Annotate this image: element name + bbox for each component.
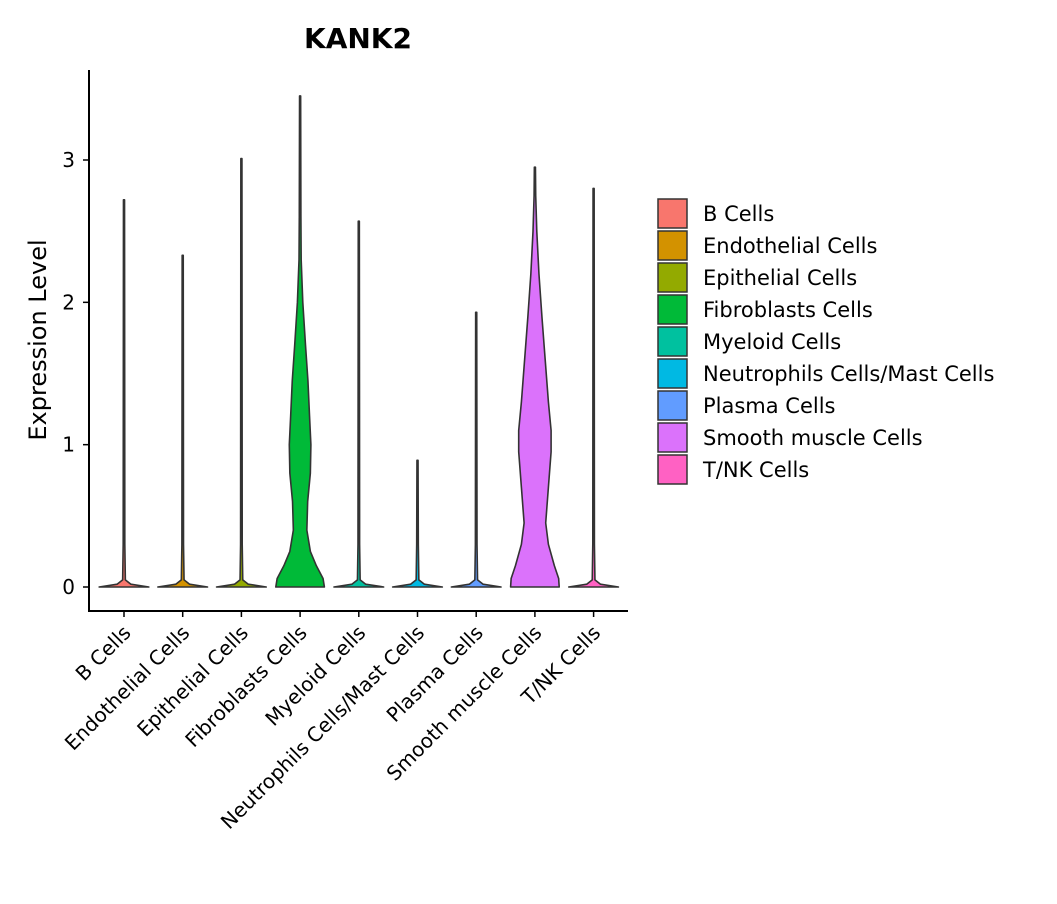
legend-label: Myeloid Cells: [703, 330, 841, 354]
legend-label: B Cells: [703, 202, 774, 226]
legend-key-epithelial-cells: [657, 262, 688, 293]
legend-label: T/NK Cells: [702, 458, 809, 482]
legend-key-plasma-cells: [657, 390, 688, 421]
violin-epithelial-cells: [215, 157, 268, 588]
violin-plasma-cells: [450, 311, 502, 588]
y-tick-label: 3: [62, 148, 75, 172]
y-ticks-group: 0 1 2 3: [62, 148, 89, 599]
legend-key-fibroblasts-cells: [657, 294, 688, 325]
y-tick-label: 0: [62, 575, 75, 599]
y-axis-label: Expression Level: [24, 239, 52, 440]
legend-key-smooth-muscle-cells: [657, 422, 688, 453]
violin-endothelial-cells: [157, 254, 209, 588]
legend-label: Fibroblasts Cells: [703, 298, 873, 322]
legend-label: Endothelial Cells: [703, 234, 877, 258]
legend-key-neutrophils-cells-mast-cells: [657, 358, 688, 389]
violins-group: [98, 95, 620, 588]
y-tick-label: 1: [62, 433, 75, 457]
violin-t-nk-cells: [567, 187, 620, 588]
legend-key-endothelial-cells: [657, 230, 688, 261]
violin-b-cells: [98, 199, 150, 588]
violin-neutrophils-cells-mast-cells: [391, 459, 444, 588]
violin-smooth-muscle-cells: [509, 166, 560, 588]
legend-label: Smooth muscle Cells: [703, 426, 923, 450]
violin-fibroblasts-cells: [275, 95, 326, 588]
violin-myeloid-cells: [333, 220, 385, 588]
legend-key-t-nk-cells: [657, 454, 688, 485]
legend-key-myeloid-cells: [657, 326, 688, 357]
legend-label: Plasma Cells: [703, 394, 836, 418]
legend: B Cells Endothelial Cells Epithelial Cells…: [657, 198, 994, 485]
legend-label: Neutrophils Cells/Mast Cells: [703, 362, 994, 386]
chart-title: KANK2: [304, 22, 412, 55]
legend-label: Epithelial Cells: [703, 266, 857, 290]
legend-key-b-cells: [657, 198, 688, 229]
y-tick-label: 2: [62, 290, 75, 314]
